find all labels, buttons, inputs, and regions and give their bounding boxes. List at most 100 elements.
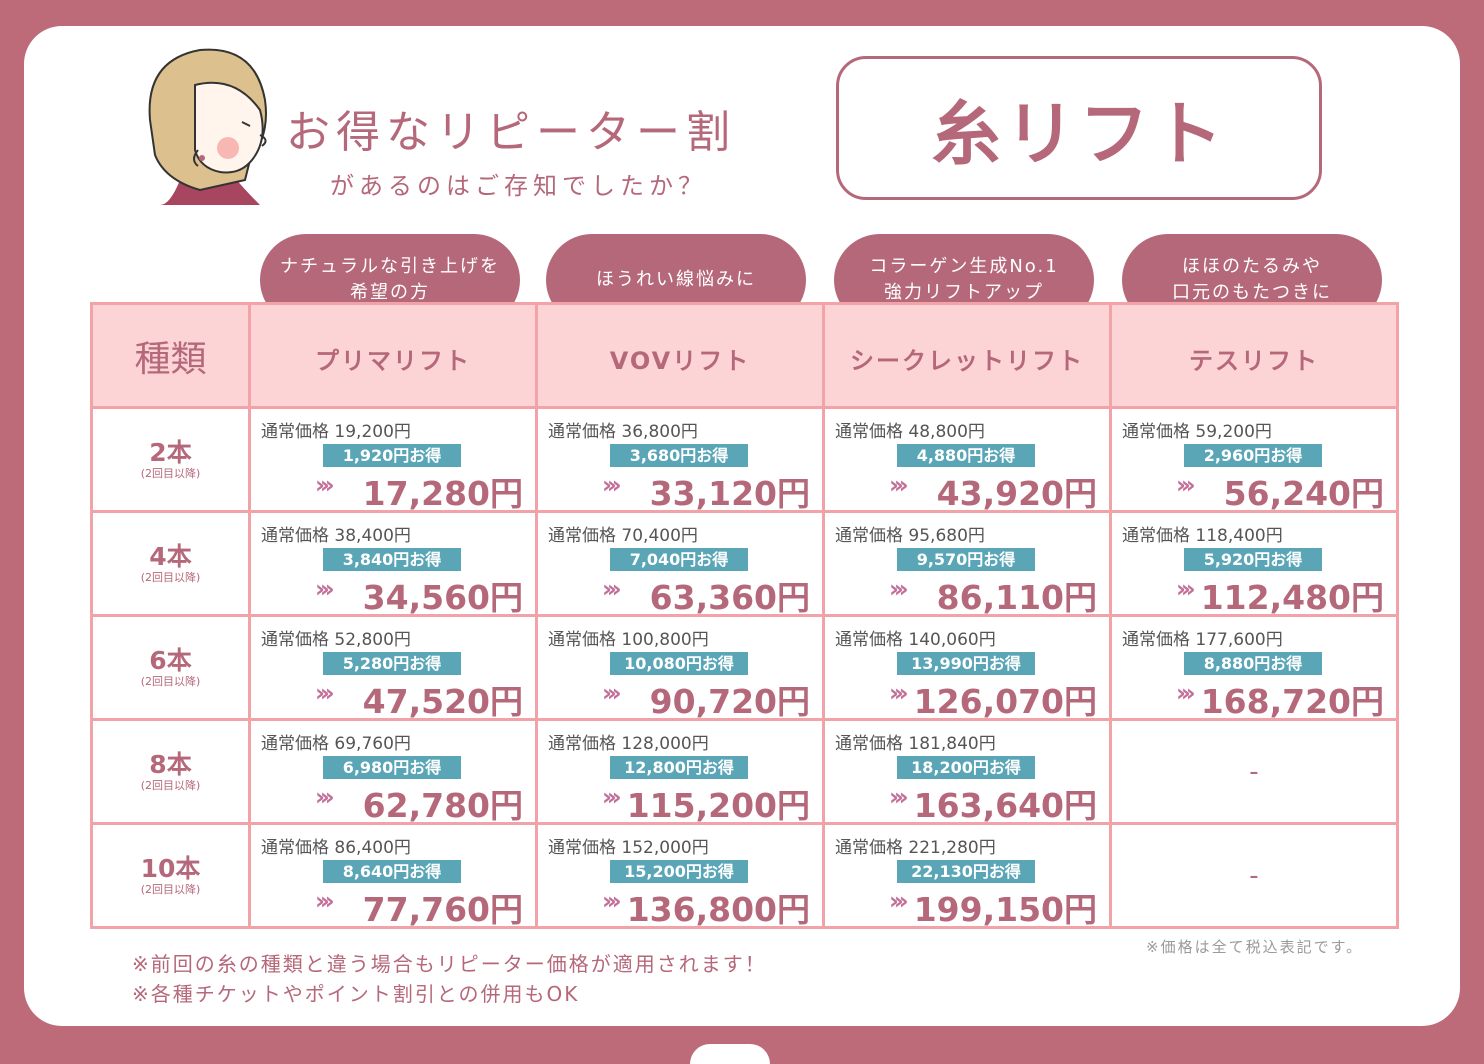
column-label: テスリフト	[1189, 347, 1319, 375]
repeater-price: 112,480円	[1200, 578, 1384, 617]
page-subtitle: があるのはご存知でしたか？	[330, 172, 707, 200]
repeater-price: 115,200円	[626, 786, 810, 825]
bubble-line: ほほのたるみや	[1182, 256, 1322, 277]
savings-badge: 6,980円お得	[323, 756, 461, 779]
savings-badge: 5,920円お得	[1184, 548, 1322, 571]
quantity-label: 2本	[149, 437, 192, 467]
arrow-icon: ›››	[1176, 575, 1196, 603]
repeater-price: 17,280円	[362, 474, 523, 513]
savings-badge: 8,640円お得	[323, 860, 461, 883]
table-body: 2本 (2回目以降) 通常価格 19,200円 1,920円お得 ››› 17,280円通…	[90, 406, 1399, 929]
repeater-price: 77,760円	[362, 890, 523, 929]
price-cell: 通常価格 95,680円 9,570円お得 ››› 86,110円	[822, 510, 1112, 617]
savings-badge: 2,960円お得	[1184, 444, 1322, 467]
regular-price: 通常価格 70,400円	[548, 526, 698, 546]
column-label: プリマリフト	[315, 347, 471, 375]
product-name: 糸リフト	[931, 92, 1227, 175]
savings-badge: 3,840円お得	[323, 548, 461, 571]
bubble-line: ナチュラルな引き上げを	[280, 256, 500, 277]
arrow-icon: ›››	[889, 575, 909, 603]
regular-price: 通常価格 48,800円	[835, 422, 985, 442]
repeater-price: 126,070円	[913, 682, 1097, 721]
price-cell: -	[1109, 718, 1399, 825]
repeater-price: 136,800円	[626, 890, 810, 929]
savings-badge: 22,130円お得	[897, 860, 1035, 883]
price-cell: 通常価格 181,840円 18,200円お得 ››› 163,640円	[822, 718, 1112, 825]
price-cell: 通常価格 221,280円 22,130円お得 ››› 199,150円	[822, 822, 1112, 929]
arrow-icon: ›››	[889, 887, 909, 915]
regular-price: 通常価格 86,400円	[261, 838, 411, 858]
quantity-note: (2回目以降)	[140, 882, 201, 896]
savings-badge: 5,280円お得	[323, 652, 461, 675]
price-cell: 通常価格 152,000円 15,200円お得 ››› 136,800円	[535, 822, 825, 929]
price-cell: 通常価格 52,800円 5,280円お得 ››› 47,520円	[248, 614, 538, 721]
regular-price: 通常価格 181,840円	[835, 734, 996, 754]
arrow-icon: ›››	[889, 679, 909, 707]
price-cell: 通常価格 140,060円 13,990円お得 ››› 126,070円	[822, 614, 1112, 721]
quantity-cell: 4本 (2回目以降)	[90, 510, 251, 617]
regular-price: 通常価格 36,800円	[548, 422, 698, 442]
savings-badge: 7,040円お得	[610, 548, 748, 571]
arrow-icon: ›››	[602, 887, 622, 915]
regular-price: 通常価格 59,200円	[1122, 422, 1272, 442]
arrow-icon: ›››	[602, 783, 622, 811]
arrow-icon: ›››	[315, 783, 335, 811]
regular-price: 通常価格 38,400円	[261, 526, 411, 546]
quantity-note: (2回目以降)	[140, 570, 201, 584]
price-cell: 通常価格 19,200円 1,920円お得 ››› 17,280円	[248, 406, 538, 513]
quantity-cell: 8本 (2回目以降)	[90, 718, 251, 825]
price-cell: 通常価格 70,400円 7,040円お得 ››› 63,360円	[535, 510, 825, 617]
not-available: -	[1249, 757, 1259, 787]
table-header-row: 種類 プリマリフト VOVリフト シークレットリフト テスリフト	[90, 302, 1399, 409]
not-available: -	[1249, 861, 1259, 891]
quantity-note: (2回目以降)	[140, 674, 201, 688]
repeater-price: 34,560円	[362, 578, 523, 617]
column-header-primalift: プリマリフト	[248, 302, 538, 409]
arrow-icon: ›››	[315, 679, 335, 707]
savings-badge: 13,990円お得	[897, 652, 1035, 675]
price-cell: 通常価格 36,800円 3,680円お得 ››› 33,120円	[535, 406, 825, 513]
repeater-price: 43,920円	[936, 474, 1097, 513]
price-cell: 通常価格 69,760円 6,980円お得 ››› 62,780円	[248, 718, 538, 825]
column-header-teslift: テスリフト	[1109, 302, 1399, 409]
price-cell: 通常価格 59,200円 2,960円お得 ››› 56,240円	[1109, 406, 1399, 513]
repeater-price: 62,780円	[362, 786, 523, 825]
quantity-note: (2回目以降)	[140, 778, 201, 792]
bubble-line: コラーゲン生成No.1	[869, 256, 1059, 277]
savings-badge: 3,680円お得	[610, 444, 748, 467]
bottom-decoration	[690, 1044, 770, 1064]
regular-price: 通常価格 19,200円	[261, 422, 411, 442]
quantity-label: 4本	[149, 541, 192, 571]
arrow-icon: ›››	[889, 471, 909, 499]
column-label: VOVリフト	[609, 347, 751, 375]
regular-price: 通常価格 118,400円	[1122, 526, 1283, 546]
savings-badge: 12,800円お得	[610, 756, 748, 779]
repeater-price: 199,150円	[913, 890, 1097, 929]
regular-price: 通常価格 128,000円	[548, 734, 709, 754]
regular-price: 通常価格 221,280円	[835, 838, 996, 858]
table-row: 6本 (2回目以降) 通常価格 52,800円 5,280円お得 ››› 47,520円通…	[90, 614, 1399, 721]
bubble-line: 希望の方	[350, 282, 430, 303]
price-cell: 通常価格 128,000円 12,800円お得 ››› 115,200円	[535, 718, 825, 825]
arrow-icon: ›››	[315, 887, 335, 915]
repeater-price: 47,520円	[362, 682, 523, 721]
page-title: お得なリピーター割	[286, 107, 736, 158]
arrow-icon: ›››	[1176, 679, 1196, 707]
arrow-icon: ›››	[889, 783, 909, 811]
savings-badge: 15,200円お得	[610, 860, 748, 883]
price-cell: 通常価格 86,400円 8,640円お得 ››› 77,760円	[248, 822, 538, 929]
column-label: シークレットリフト	[850, 347, 1084, 375]
savings-badge: 1,920円お得	[323, 444, 461, 467]
repeater-price: 90,720円	[649, 682, 810, 721]
regular-price: 通常価格 100,800円	[548, 630, 709, 650]
table-row: 2本 (2回目以降) 通常価格 19,200円 1,920円お得 ››› 17,280円通…	[90, 406, 1399, 513]
repeater-price: 163,640円	[913, 786, 1097, 825]
savings-badge: 8,880円お得	[1184, 652, 1322, 675]
table-row: 4本 (2回目以降) 通常価格 38,400円 3,840円お得 ››› 34,560円通…	[90, 510, 1399, 617]
product-name-box: 糸リフト	[836, 56, 1322, 200]
footer-note-1: ※前回の糸の種類と違う場合もリピーター価格が適用されます！	[132, 952, 767, 976]
regular-price: 通常価格 177,600円	[1122, 630, 1283, 650]
savings-badge: 18,200円お得	[897, 756, 1035, 779]
price-cell: 通常価格 100,800円 10,080円お得 ››› 90,720円	[535, 614, 825, 721]
arrow-icon: ›››	[602, 679, 622, 707]
